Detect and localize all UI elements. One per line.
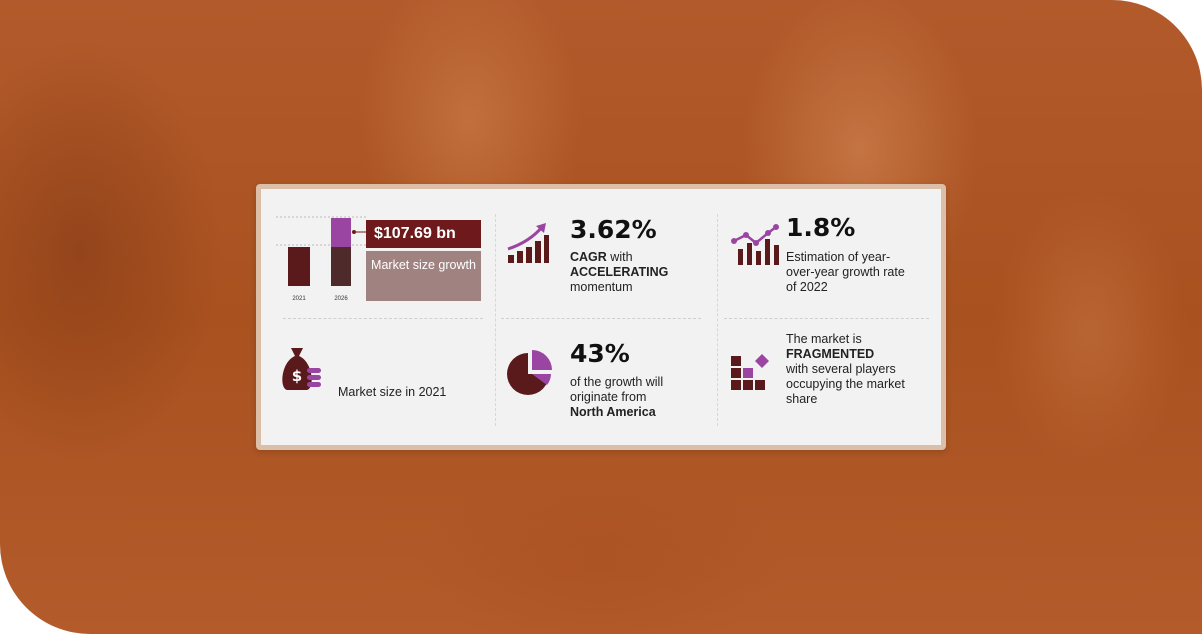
fragmented-line5: share (786, 392, 818, 406)
divider (501, 318, 701, 319)
region-share-value: 43% (570, 339, 630, 368)
bar-2021 (288, 247, 310, 286)
fragmented-line4: occupying the market (786, 377, 905, 391)
x-tick-label: 2026 (334, 296, 348, 302)
cagr-description: CAGR with ACCELERATING momentum (570, 250, 700, 295)
market-growth-label: Market size growth (366, 251, 481, 301)
fragmented-line2-bold: FRAGMENTED (786, 347, 875, 361)
money-bag-icon: $ (277, 344, 325, 394)
cagr-line3: momentum (570, 280, 633, 294)
cagr-line1-rest: with (606, 250, 633, 264)
cagr-line1-bold: CAGR (570, 250, 607, 264)
cagr-value: 3.62% (570, 215, 657, 244)
trend-chart-icon (730, 221, 780, 269)
fragmented-line3: with several players (786, 362, 896, 376)
fragmented-line1: The market is (786, 332, 862, 346)
pie-chart-icon (507, 349, 555, 397)
yoy-value: 1.8% (786, 213, 856, 242)
blocks-icon (729, 351, 773, 395)
divider (717, 214, 718, 426)
bar-2026-base (331, 247, 351, 286)
x-tick-label: 2021 (292, 296, 306, 302)
market-growth-chart: 2021 2026 $107.69 bn Market size growth (274, 215, 484, 307)
divider (495, 214, 496, 426)
divider (724, 318, 929, 319)
svg-text:$: $ (292, 367, 302, 385)
region-description: of the growth will originate from North … (570, 375, 700, 420)
divider (283, 318, 483, 319)
market-value-callout: $107.69 bn (366, 220, 481, 248)
region-line3-bold: North America (570, 405, 656, 419)
bar-chart-svg (276, 216, 366, 286)
region-line1: of the growth will (570, 375, 664, 389)
yoy-description: Estimation of year-over-year growth rate… (786, 250, 905, 294)
market-size-label: Market size in 2021 (338, 385, 447, 399)
bar-2026-growth (331, 218, 351, 247)
region-line2: originate from (570, 390, 647, 404)
growth-chart-icon (506, 221, 550, 265)
fragmented-description: The market is FRAGMENTED with several pl… (786, 332, 926, 407)
infographic-card: 2021 2026 $107.69 bn Market size growth … (256, 184, 946, 450)
callout-dot (352, 230, 356, 234)
cagr-line2-bold: ACCELERATING (570, 265, 669, 279)
